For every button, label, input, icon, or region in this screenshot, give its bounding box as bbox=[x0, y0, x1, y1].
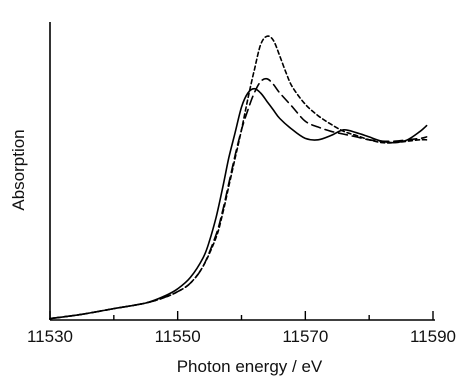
x-axis-title: Photon energy / eV bbox=[177, 357, 323, 376]
x-tick-label: 11530 bbox=[27, 327, 73, 346]
x-ticks bbox=[49, 311, 434, 320]
y-axis-title: Absorption bbox=[9, 129, 28, 210]
axes bbox=[49, 22, 435, 321]
series-group bbox=[49, 35, 428, 320]
series-line-solid bbox=[49, 87, 428, 320]
x-tick-label: 11550 bbox=[155, 327, 201, 346]
x-tick-label: 11570 bbox=[282, 327, 328, 346]
series-line-short-dash bbox=[49, 35, 428, 320]
x-tick-label: 11590 bbox=[410, 327, 456, 346]
series-line-long-dash bbox=[49, 77, 428, 320]
x-tick-labels: 11530 11550 11570 11590 bbox=[27, 327, 456, 346]
